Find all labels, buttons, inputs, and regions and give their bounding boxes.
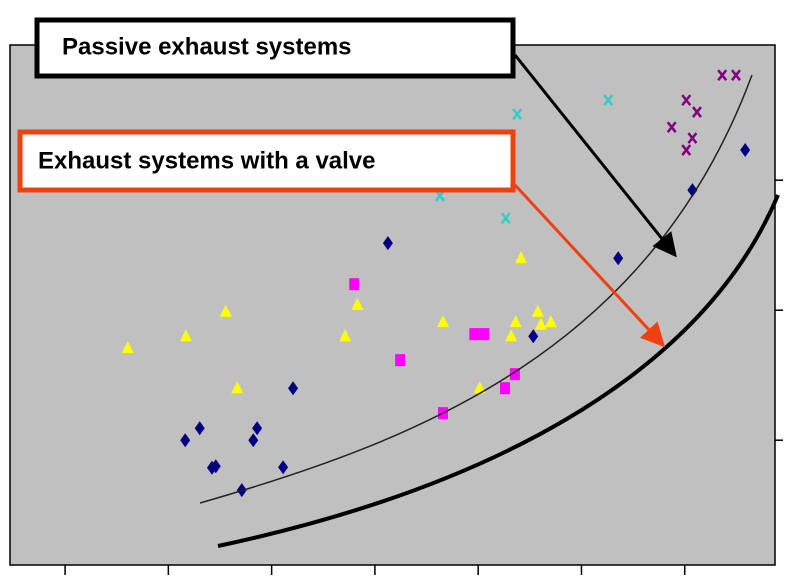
arrow	[513, 54, 677, 258]
plot-area	[9, 44, 776, 566]
point	[544, 315, 557, 328]
boundary-curve	[199, 74, 753, 504]
point	[687, 132, 698, 144]
point	[231, 381, 244, 394]
point	[515, 251, 528, 264]
point	[499, 382, 510, 395]
point	[180, 433, 191, 448]
point	[512, 108, 523, 120]
point	[436, 315, 449, 328]
point	[534, 317, 547, 330]
point	[740, 143, 751, 158]
point	[278, 460, 289, 475]
point	[531, 304, 544, 317]
point	[351, 298, 364, 310]
point	[687, 183, 698, 198]
arrow	[513, 183, 666, 348]
marks	[121, 69, 751, 498]
point	[681, 144, 692, 156]
point	[252, 421, 263, 436]
annotation-box	[34, 17, 516, 79]
annotation: Passive exhaust systems	[62, 33, 352, 60]
point	[121, 341, 134, 354]
boundary-curve-thick	[217, 194, 780, 548]
point	[395, 354, 406, 367]
point	[603, 94, 614, 106]
point	[731, 69, 741, 81]
point	[505, 329, 518, 342]
point	[509, 368, 520, 381]
point	[479, 328, 490, 341]
point	[382, 236, 393, 251]
point	[248, 433, 259, 448]
point	[469, 328, 480, 341]
point	[288, 381, 299, 396]
point	[473, 381, 486, 394]
point	[681, 94, 692, 106]
point	[349, 278, 360, 291]
point	[210, 459, 221, 474]
annotation-box	[17, 129, 516, 193]
point	[339, 329, 352, 342]
point	[509, 315, 522, 328]
point	[528, 329, 539, 344]
point	[219, 304, 232, 317]
point	[717, 69, 728, 81]
point	[194, 421, 205, 436]
point	[500, 212, 511, 224]
annotation: Exhaust systems with a valve	[38, 147, 376, 174]
point	[666, 121, 677, 133]
point	[613, 251, 624, 266]
point	[691, 106, 702, 118]
point	[179, 329, 192, 342]
